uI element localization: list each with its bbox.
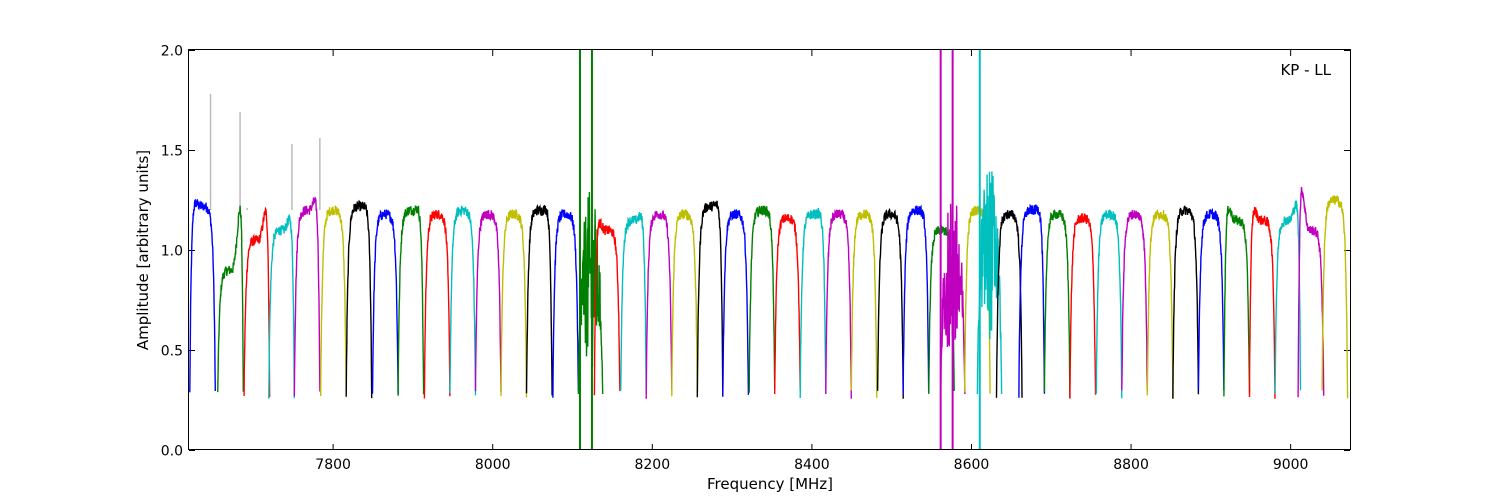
- channel-trace: [268, 214, 295, 399]
- channel-trace: [1223, 205, 1251, 397]
- channel-trace: [799, 207, 827, 399]
- channel-trace: [774, 214, 801, 395]
- y-tick-label: 1.5: [161, 144, 183, 160]
- y-tick-label: 0.5: [161, 344, 183, 360]
- channel-trace: [1197, 207, 1225, 391]
- y-tick-label: 0.0: [161, 444, 183, 460]
- channel-trace: [696, 200, 724, 398]
- channel-trace: [345, 199, 373, 399]
- x-axis-label: Frequency [MHz]: [707, 475, 833, 493]
- plot-area: [189, 50, 1349, 450]
- channel-trace: [645, 210, 673, 399]
- channel-trace: [577, 191, 604, 395]
- channel-trace: [217, 205, 244, 393]
- channel-trace: [552, 209, 580, 398]
- channel-trace: [293, 196, 321, 397]
- y-tick-label: 2.0: [161, 44, 183, 60]
- channel-trace: [189, 198, 216, 393]
- channel-trace: [593, 217, 621, 396]
- x-tick-label: 8200: [634, 457, 670, 473]
- channel-trace: [371, 209, 399, 395]
- channel-trace: [850, 208, 878, 398]
- channel-trace: [474, 209, 502, 392]
- channel-trace: [995, 210, 1023, 398]
- x-tick-label: 9000: [1273, 457, 1309, 473]
- channel-trace: [1248, 206, 1276, 399]
- channel-trace: [423, 209, 451, 399]
- channel-trace: [976, 171, 1003, 395]
- channel-trace: [1146, 208, 1174, 399]
- channel-trace: [671, 208, 698, 397]
- channel-trace: [748, 205, 776, 393]
- channel-trace: [722, 209, 750, 397]
- channel-trace: [397, 205, 425, 396]
- channel-trace: [620, 212, 647, 393]
- channel-trace: [1121, 210, 1148, 391]
- channel-trace: [1043, 209, 1071, 399]
- x-tick-label: 8800: [1113, 457, 1149, 473]
- channel-trace: [902, 204, 930, 395]
- y-tick-label: 1.0: [161, 244, 183, 260]
- axis-ticks: 7800 8000 8200 8400 8600 8800 9000 0.0 0.5 1.0 1.5…: [161, 44, 1350, 473]
- channel-trace: [1018, 203, 1046, 398]
- channel-trace: [500, 208, 528, 398]
- channel-trace: [1069, 213, 1097, 399]
- channel-trace: [1172, 205, 1200, 399]
- channel-trace: [525, 203, 553, 396]
- x-tick-label: 7800: [315, 457, 351, 473]
- chart-annotation: KP - LL: [1280, 61, 1331, 79]
- channel-trace: [449, 205, 477, 396]
- channel-trace: [825, 208, 852, 399]
- y-axis-label: Amplitude [arbitrary units]: [134, 150, 152, 350]
- channel-trace: [1274, 200, 1302, 394]
- channel-trace: [1321, 194, 1349, 399]
- x-tick-label: 8600: [954, 457, 990, 473]
- x-tick-label: 8000: [475, 457, 511, 473]
- channel-trace: [1297, 187, 1325, 398]
- channel-trace: [1095, 209, 1123, 399]
- channel-trace: [876, 207, 904, 399]
- channel-trace: [320, 205, 347, 397]
- axes-frame: [188, 49, 1351, 450]
- channel-trace: [243, 206, 271, 398]
- x-tick-label: 8400: [794, 457, 830, 473]
